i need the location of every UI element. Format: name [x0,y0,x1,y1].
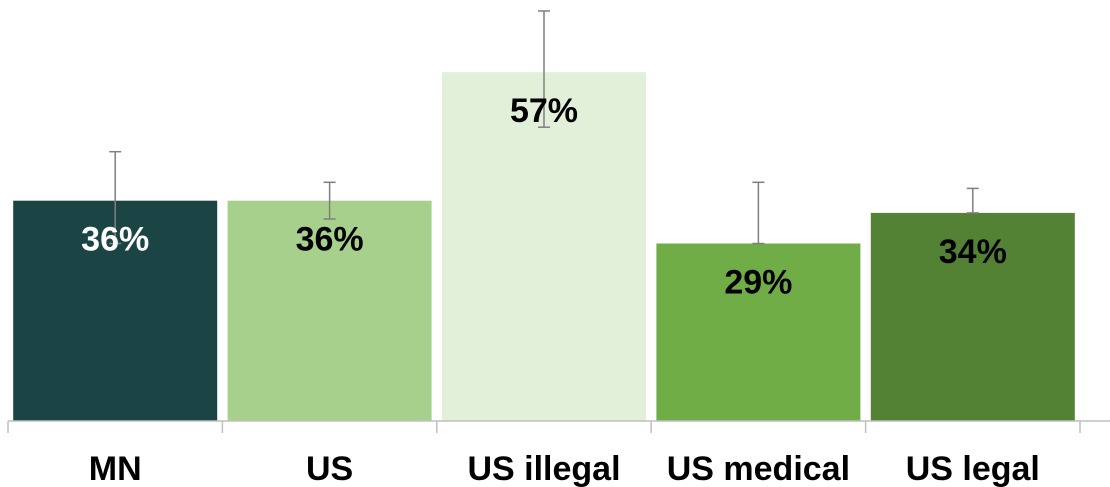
bar [227,200,432,421]
bars-group [13,72,1075,421]
category-labels-group: MN US US illegal US medical US legal [89,450,1040,487]
x-axis-ticks [7,421,1081,433]
category-label: US illegal [467,450,620,487]
bar [442,72,646,421]
category-label: US [306,450,353,487]
category-label: US medical [667,450,850,487]
bar [870,212,1075,421]
value-labels-group: 36% 36% 57% 29% 34% [81,92,1007,301]
value-label: 34% [939,233,1007,271]
value-label: 57% [510,92,578,130]
error-bars-group [109,10,979,245]
bar [656,243,861,421]
value-label: 36% [81,221,149,259]
category-label: MN [89,450,142,487]
category-label: US legal [906,450,1040,487]
value-label: 29% [724,264,792,302]
value-label: 36% [296,221,364,259]
